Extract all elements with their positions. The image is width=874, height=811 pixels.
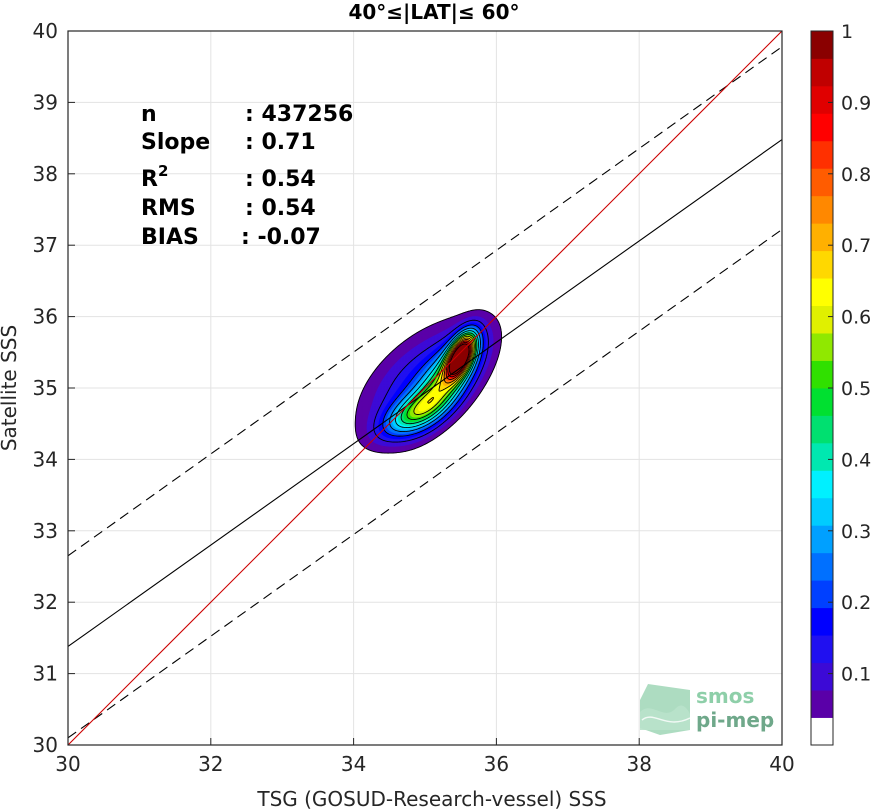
colorbar-swatch [811, 113, 833, 142]
colorbar-swatch [811, 442, 833, 471]
x-tick-label: 34 [341, 752, 366, 776]
colorbar-tick-label: 0.2 [841, 592, 871, 614]
y-tick-label: 32 [33, 590, 58, 614]
colorbar-swatch [811, 635, 833, 664]
y-tick-label: 37 [33, 233, 58, 257]
x-tick-label: 30 [55, 752, 80, 776]
contour-line-5 [382, 324, 484, 437]
colorbar-swatch [811, 278, 833, 307]
contour-line-23 [447, 341, 471, 378]
colorbar-tick-label: 1 [841, 21, 853, 43]
colorbar-swatch [811, 388, 833, 416]
y-axis-label: Satellite SSS [0, 325, 21, 451]
colorbar-tick-label: 0.5 [841, 378, 871, 400]
x-tick-label: 38 [626, 752, 651, 776]
stat-r2-value: : 0.54 [245, 167, 316, 192]
colorbar-swatch [811, 717, 833, 746]
y-tick-label: 36 [33, 305, 58, 329]
regression-line [68, 139, 782, 647]
stat-bias-value: : -0.07 [241, 225, 321, 250]
y-tick-label: 39 [33, 90, 58, 114]
colorbar-swatch [811, 552, 833, 581]
stat-slope-value: : 0.71 [245, 130, 316, 155]
x-tick-label: 36 [484, 752, 509, 776]
y-tick-label: 40 [33, 19, 58, 43]
y-tick-label: 31 [33, 662, 58, 686]
colorbar-tick-label: 0.3 [841, 521, 871, 543]
logo-smos-text: smos [696, 684, 754, 708]
y-tick-labels: 30 31 32 33 34 35 36 37 38 39 40 [33, 19, 58, 757]
stat-bias-label: BIAS [141, 225, 199, 250]
colorbar-swatch [811, 360, 833, 389]
x-axis-label: TSG (GOSUD-Research-vessel) SSS [256, 787, 606, 811]
logo-pimep-text: pi-mep [696, 708, 774, 732]
colorbar-swatch [811, 470, 833, 499]
colorbar-swatch [811, 305, 833, 334]
lower-bound-line [68, 229, 782, 739]
stats-box: n : 437256 Slope : 0.71 R2 : 0.54 RMS : … [141, 102, 353, 250]
y-tick-label: 30 [33, 733, 58, 757]
contour-line-19 [443, 339, 473, 384]
colorbar-tick-label: 0.7 [841, 235, 871, 257]
colorbar-swatch [811, 31, 833, 59]
x-tick-label: 32 [198, 752, 223, 776]
colorbar-tick-labels: 0.1 0.2 0.3 0.4 0.5 0.6 0.7 0.8 0.9 1 [828, 21, 871, 686]
colorbar-swatch [811, 415, 833, 444]
colorbar-swatch [811, 690, 833, 718]
smos-pi-mep-logo: smos pi-mep [640, 684, 774, 735]
y-tick-label: 38 [33, 162, 58, 186]
y-tick-label: 35 [33, 376, 58, 400]
contour-line-1 [354, 309, 503, 454]
colorbar-swatch [811, 525, 833, 554]
plot-frame [67, 30, 783, 746]
colorbar-swatch [811, 662, 833, 691]
colorbar-tick-label: 0.6 [841, 307, 871, 329]
stat-rms-value: : 0.54 [245, 196, 316, 221]
fit-lines [68, 31, 782, 745]
contour-line-7 [389, 327, 481, 433]
contour-line-15 [413, 335, 475, 415]
colorbar-tick-label: 0.4 [841, 449, 871, 471]
colorbar-swatch [811, 140, 833, 169]
colorbar-tick-label: 0.1 [841, 664, 871, 686]
identity-line [68, 31, 782, 745]
stat-rms-label: RMS [141, 196, 196, 221]
colorbar-tick-label: 0.8 [841, 164, 871, 186]
contour-line-17 [427, 337, 474, 404]
contour-line-3 [373, 319, 489, 443]
stat-slope-label: Slope [141, 130, 210, 155]
colorbar-swatch [811, 333, 833, 361]
y-tick-label: 33 [33, 519, 58, 543]
chart-title: 40°≤|LAT|≤ 60° [348, 0, 519, 24]
stat-n-value: : 437256 [245, 102, 353, 127]
colorbar-swatch [811, 168, 833, 197]
colorbar-swatch [811, 580, 833, 609]
colorbar-swatch [811, 58, 833, 87]
colorbar-swatch [811, 250, 833, 279]
colorbar-tick-label: 0.9 [841, 92, 871, 114]
colorbar-swatch [811, 223, 833, 252]
y-tick-label: 34 [33, 447, 58, 471]
colorbar-swatch [811, 607, 833, 636]
x-tick-label: 40 [769, 752, 794, 776]
colorbar-swatch [811, 85, 833, 114]
stat-n-label: n [141, 102, 157, 127]
x-tick-labels: 30 32 34 36 38 40 [55, 752, 794, 776]
wave-logo-icon [640, 684, 691, 735]
colorbar-swatch [811, 195, 833, 224]
upper-bound-line [68, 46, 782, 557]
colorbar-swatch [811, 497, 833, 526]
